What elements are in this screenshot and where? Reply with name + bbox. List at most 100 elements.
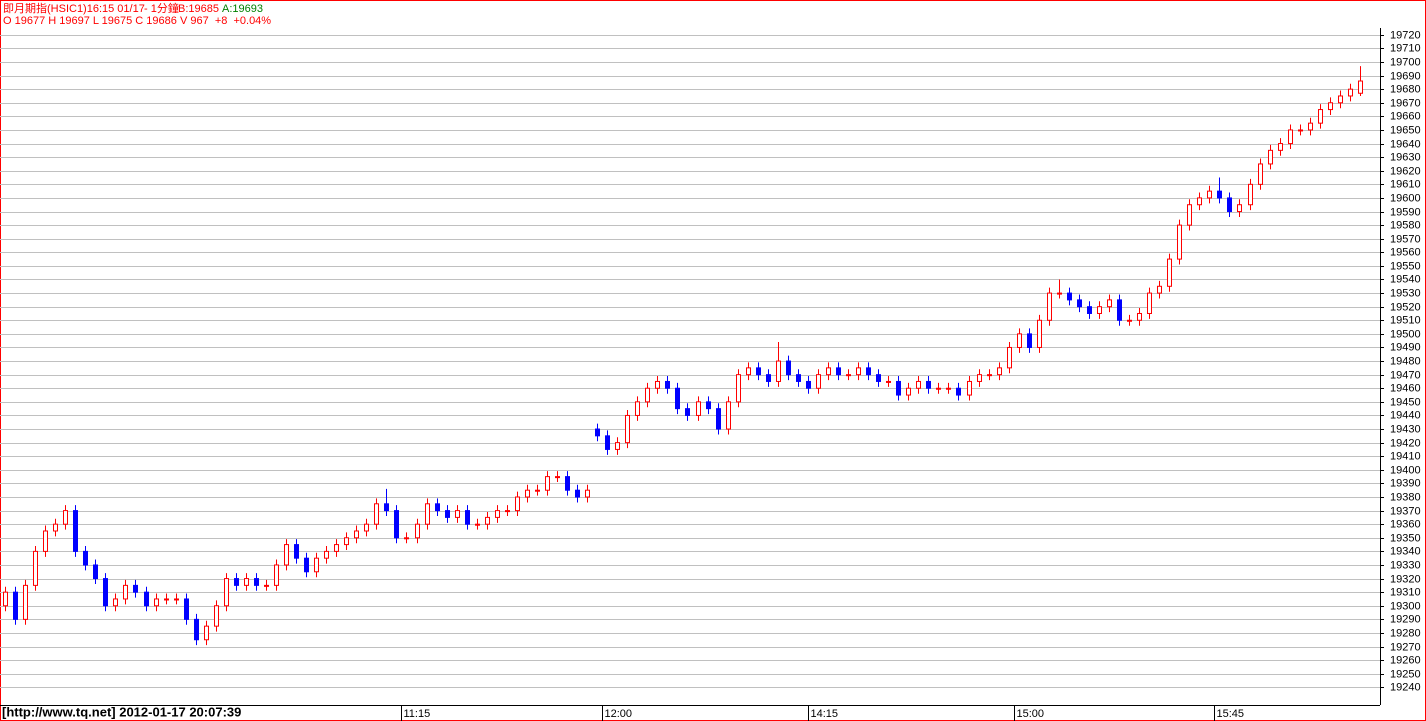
y-tick-label: 19640 xyxy=(1390,138,1421,150)
candle-body xyxy=(1047,292,1052,321)
y-tick-label: 19360 xyxy=(1390,518,1421,530)
candle-body xyxy=(465,510,470,525)
quote-line: O 19677 H 19697 L 19675 C 19686 V 967 +8… xyxy=(3,15,271,27)
y-tick-label: 19390 xyxy=(1390,477,1421,489)
candle-body xyxy=(685,408,690,416)
y-tick-label: 19590 xyxy=(1390,206,1421,218)
y-tick-label: 19460 xyxy=(1390,382,1421,394)
candle-body xyxy=(304,557,309,573)
candle-body xyxy=(1107,299,1112,308)
candle-body xyxy=(866,367,871,376)
y-tick-label: 19380 xyxy=(1390,491,1421,503)
candle-body xyxy=(786,360,791,376)
candle-body xyxy=(184,598,189,620)
candle-body xyxy=(936,387,941,390)
candle-body xyxy=(886,380,891,383)
candle-body xyxy=(595,428,600,437)
candle-body xyxy=(1298,129,1303,132)
candle-body xyxy=(404,537,409,540)
candle-body xyxy=(1007,346,1012,369)
candle-body xyxy=(144,591,149,607)
y-tick-label: 19530 xyxy=(1390,287,1421,299)
candle-body xyxy=(1037,319,1042,348)
y-tick-label: 19600 xyxy=(1390,192,1421,204)
candle-body xyxy=(1077,299,1082,308)
y-tick-label: 19630 xyxy=(1390,151,1421,163)
candle-body xyxy=(234,578,239,586)
candle-body xyxy=(123,584,128,600)
candle-body xyxy=(1338,95,1343,104)
y-tick-label: 19340 xyxy=(1390,545,1421,557)
candle-body xyxy=(585,489,590,498)
y-tick-label: 19410 xyxy=(1390,450,1421,462)
candle-body xyxy=(274,564,279,586)
candle-body xyxy=(535,489,540,492)
candle-body xyxy=(1278,143,1283,151)
candle-body xyxy=(946,387,951,390)
candle-body xyxy=(956,387,961,396)
x-tick-label: 11:15 xyxy=(404,708,431,720)
x-tick-label: 12:00 xyxy=(605,708,633,720)
y-tick-label: 19570 xyxy=(1390,233,1421,245)
candle-body xyxy=(445,510,450,518)
candle-body xyxy=(154,598,159,607)
candle-body xyxy=(997,367,1002,376)
candle-body xyxy=(294,544,299,559)
candle-body xyxy=(967,380,972,396)
candle-body xyxy=(324,550,329,559)
candle-body xyxy=(1348,88,1353,97)
candle-body xyxy=(1187,204,1192,226)
y-tick-label: 19430 xyxy=(1390,423,1421,435)
y-tick-label: 19560 xyxy=(1390,246,1421,258)
y-tick-label: 19370 xyxy=(1390,505,1421,517)
candle-body xyxy=(1017,333,1022,348)
candle-body xyxy=(1087,306,1092,314)
candle-body xyxy=(1207,190,1212,199)
y-tick-label: 19680 xyxy=(1390,83,1421,95)
candle-body xyxy=(555,476,560,479)
candle-body xyxy=(1117,299,1122,321)
candle-body xyxy=(384,503,389,512)
candle-body xyxy=(545,476,550,491)
y-tick-label: 19300 xyxy=(1390,600,1421,612)
candle-body xyxy=(1167,258,1172,287)
y-tick-label: 19510 xyxy=(1390,314,1421,326)
candle-body xyxy=(103,578,108,607)
x-tick-label: 15:00 xyxy=(1017,708,1045,720)
candle-body xyxy=(475,523,480,526)
y-tick-label: 19490 xyxy=(1390,341,1421,353)
candle-body xyxy=(1268,149,1273,165)
y-tick-label: 19330 xyxy=(1390,559,1421,571)
candle-body xyxy=(43,530,48,552)
interval: - 1分鐘 xyxy=(144,1,179,15)
candle-body xyxy=(635,401,640,416)
candle-body xyxy=(1217,190,1222,199)
y-tick-label: 19500 xyxy=(1390,328,1421,340)
candle-body xyxy=(926,380,931,389)
candle-body xyxy=(485,516,490,525)
candle-body xyxy=(696,401,701,416)
candle-body xyxy=(224,578,229,607)
candle-body xyxy=(756,367,761,376)
candle-body xyxy=(53,523,58,532)
y-tick-label: 19720 xyxy=(1390,29,1421,41)
candle-body xyxy=(605,435,610,450)
y-tick-label: 19450 xyxy=(1390,396,1421,408)
y-tick-label: 19670 xyxy=(1390,97,1421,109)
candle-body xyxy=(645,387,650,403)
candle-body xyxy=(13,591,18,620)
candle-body xyxy=(1057,292,1062,295)
candle-body xyxy=(896,380,901,396)
candle-body xyxy=(194,618,199,641)
candle-body xyxy=(1358,80,1363,94)
candle-body xyxy=(214,605,219,627)
candle-body xyxy=(746,367,751,376)
bid: B:19685 xyxy=(178,3,219,15)
candle-body xyxy=(415,523,420,539)
candle-body xyxy=(133,584,138,593)
y-tick-label: 19650 xyxy=(1390,124,1421,136)
candle-body xyxy=(1318,109,1323,124)
candle-body xyxy=(354,530,359,539)
candle-body xyxy=(1288,129,1293,145)
